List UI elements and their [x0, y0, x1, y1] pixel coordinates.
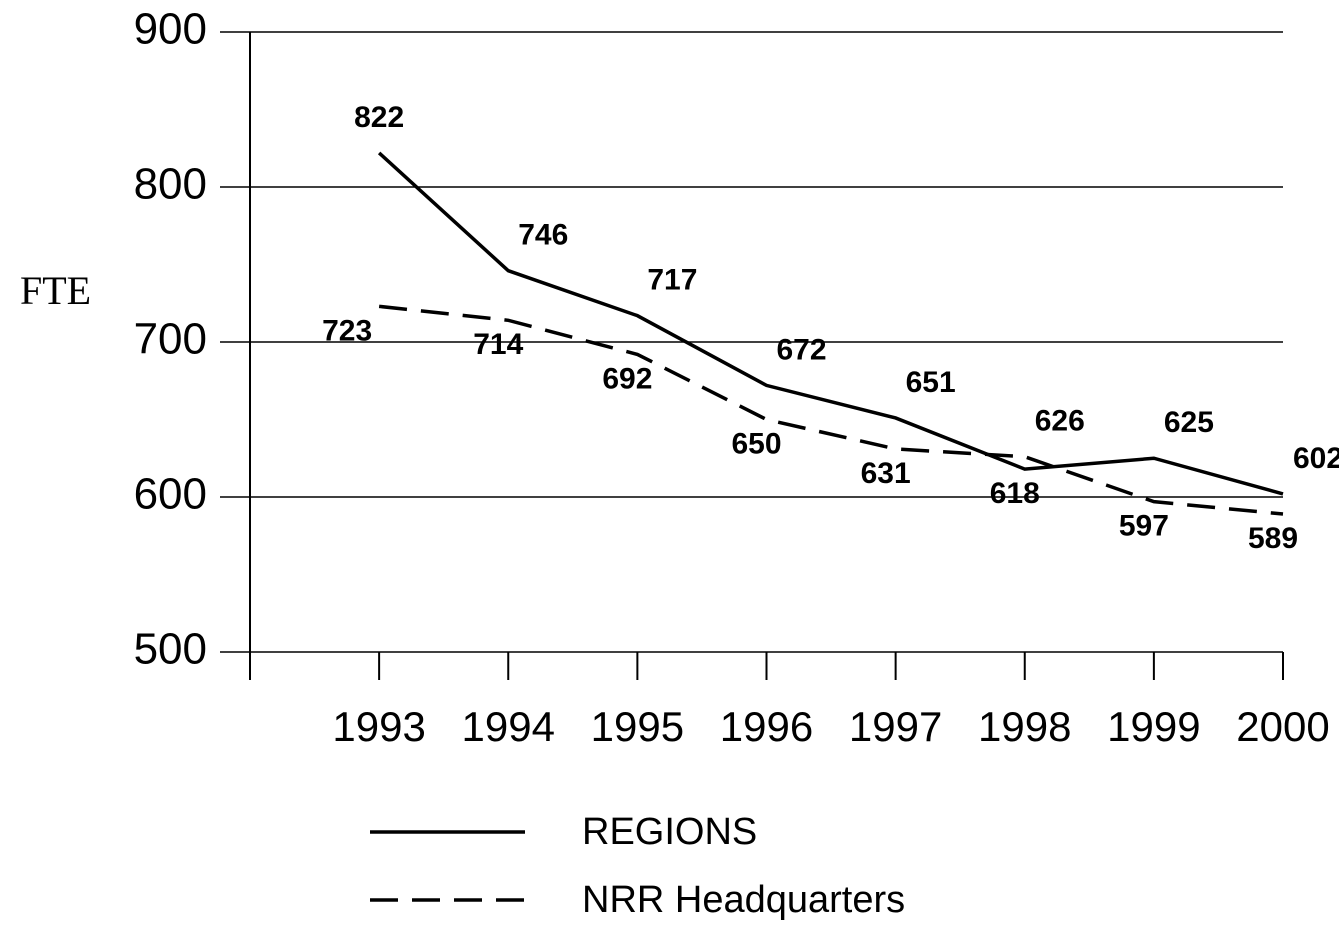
data-label: 723 — [322, 314, 372, 347]
x-tick-label: 1997 — [849, 703, 942, 750]
series-line — [377, 151, 1284, 496]
y-tick-label: 500 — [134, 625, 207, 674]
data-label: 822 — [354, 101, 404, 134]
data-label: 714 — [473, 328, 523, 361]
x-tick-label: 1998 — [978, 703, 1071, 750]
series-line — [378, 304, 1284, 516]
data-label: 650 — [731, 427, 781, 460]
data-label: 626 — [1035, 405, 1085, 438]
data-label: 589 — [1248, 522, 1298, 555]
data-label: 672 — [776, 333, 826, 366]
y-tick-label: 900 — [134, 5, 207, 54]
data-label: 625 — [1164, 406, 1214, 439]
y-tick-label: 600 — [134, 470, 207, 519]
y-tick-label: 800 — [134, 160, 207, 209]
data-label: 602 — [1293, 442, 1339, 475]
x-tick-label: 1999 — [1107, 703, 1200, 750]
data-label: 746 — [518, 219, 568, 252]
data-label: 618 — [990, 477, 1040, 510]
x-tick-label: 1995 — [591, 703, 684, 750]
data-label: 597 — [1119, 510, 1169, 543]
legend-label: REGIONS — [582, 811, 757, 853]
data-label: 651 — [906, 366, 956, 399]
x-tick-label: 1996 — [720, 703, 813, 750]
x-tick-label: 2000 — [1236, 703, 1329, 750]
x-tick-label: 1993 — [332, 703, 425, 750]
y-axis-label: FTE — [20, 268, 91, 313]
x-tick-label: 1994 — [462, 703, 555, 750]
y-tick-label: 700 — [134, 315, 207, 364]
data-label: 717 — [647, 264, 697, 297]
data-label: 692 — [602, 362, 652, 395]
data-label: 631 — [861, 457, 911, 490]
legend-label: NRR Headquarters — [582, 879, 905, 921]
